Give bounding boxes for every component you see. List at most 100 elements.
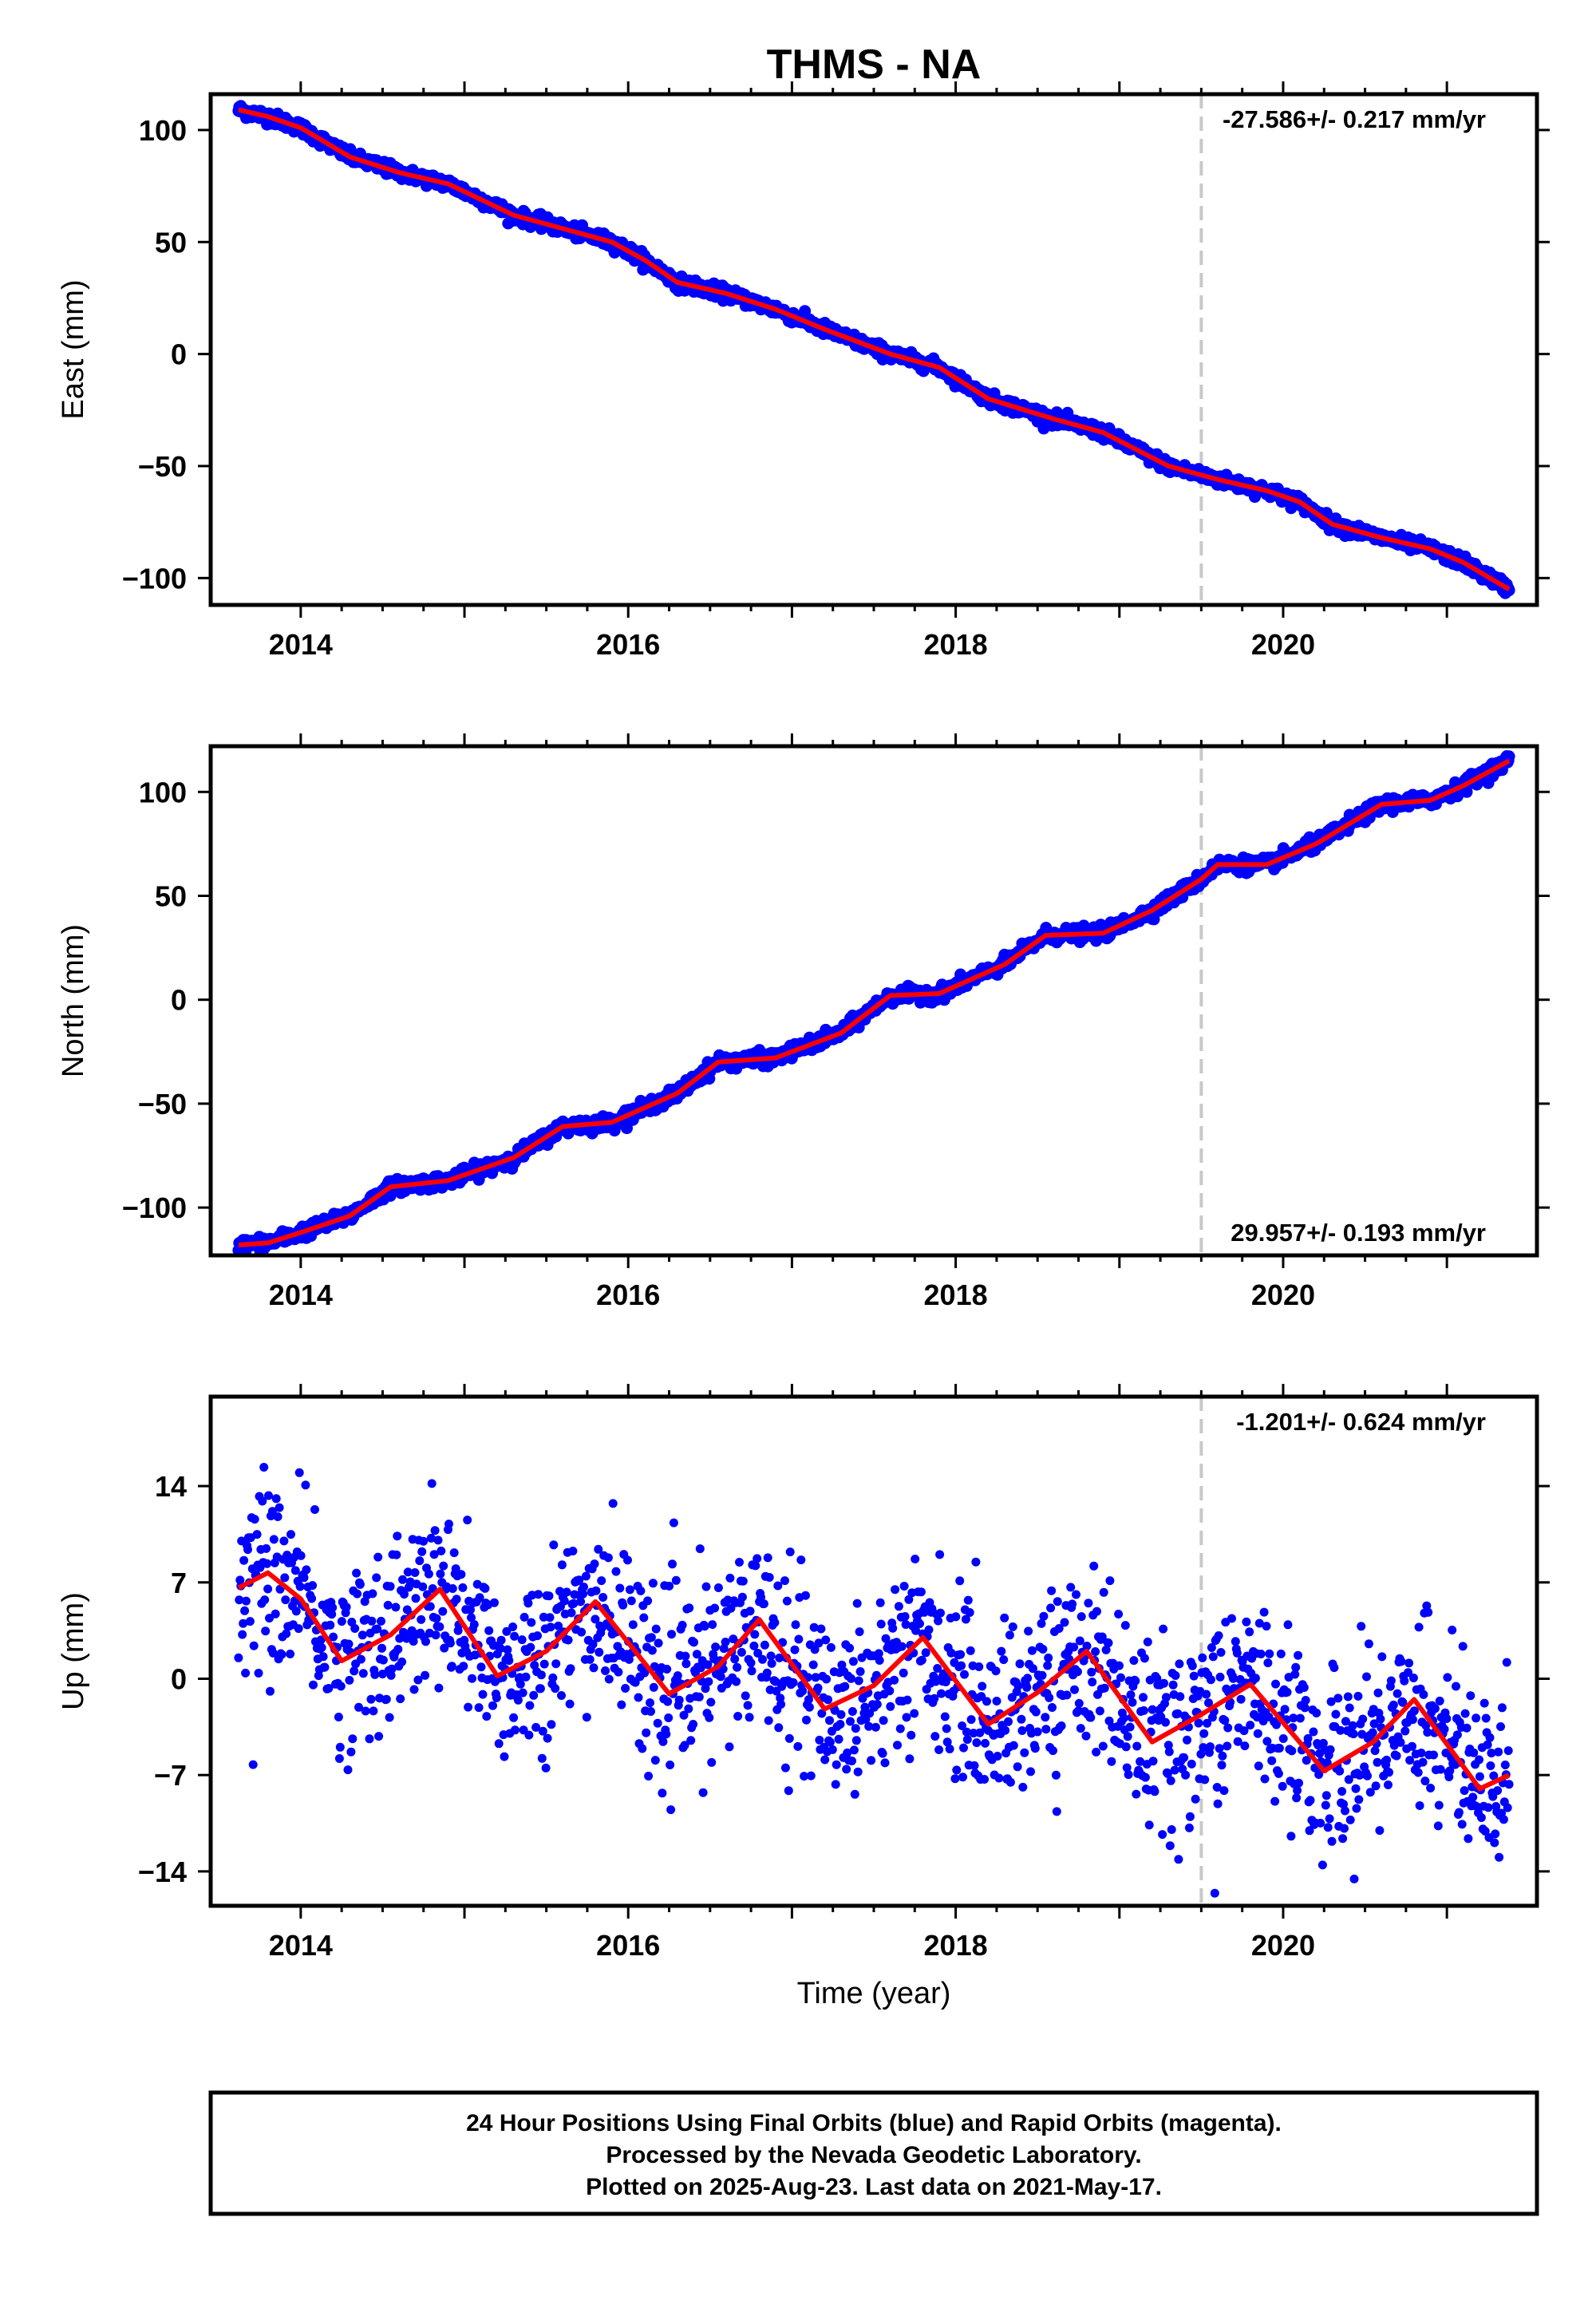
up-point — [335, 1742, 345, 1752]
up-point — [614, 1667, 623, 1677]
up-point — [579, 1589, 587, 1599]
up-point — [935, 1550, 945, 1559]
up-point — [751, 1561, 760, 1571]
up-point — [730, 1654, 740, 1664]
up-point — [625, 1585, 634, 1595]
up-point — [604, 1674, 614, 1684]
up-point — [373, 1552, 383, 1562]
up-point — [513, 1695, 523, 1705]
up-point — [1104, 1638, 1113, 1648]
up-point — [494, 1739, 504, 1749]
up-point — [1398, 1697, 1408, 1707]
up-point — [770, 1618, 780, 1627]
up-point — [269, 1535, 279, 1544]
up-point — [409, 1637, 418, 1646]
up-point — [439, 1561, 448, 1571]
up-point — [951, 1612, 961, 1622]
up-point — [1140, 1773, 1150, 1782]
up-point — [647, 1646, 657, 1655]
up-point — [538, 1726, 547, 1736]
up-point — [603, 1553, 613, 1563]
up-point — [999, 1655, 1009, 1665]
up-point — [872, 1700, 882, 1709]
up-point — [554, 1621, 563, 1630]
up-point — [393, 1531, 402, 1541]
up-point — [1325, 1745, 1335, 1754]
up-point — [334, 1754, 344, 1763]
up-point — [1294, 1650, 1303, 1660]
north-x-tick-label: 2014 — [269, 1279, 333, 1311]
up-point — [721, 1638, 730, 1646]
up-point — [1031, 1707, 1041, 1717]
up-point — [421, 1637, 430, 1646]
up-point — [1246, 1721, 1255, 1730]
up-point — [1173, 1709, 1183, 1718]
up-point — [644, 1772, 654, 1780]
up-point — [459, 1662, 468, 1671]
up-point — [378, 1655, 388, 1665]
up-point — [294, 1624, 303, 1634]
up-points — [234, 1463, 1514, 1898]
up-point — [1218, 1751, 1227, 1761]
up-point — [511, 1725, 519, 1735]
up-point — [662, 1665, 672, 1674]
up-point — [758, 1654, 767, 1664]
east-rate-label: -27.586+/- 0.217 mm/yr — [1223, 105, 1486, 133]
up-point — [710, 1603, 720, 1613]
up-point — [679, 1710, 689, 1720]
up-point — [551, 1659, 561, 1669]
up-point — [496, 1635, 506, 1645]
up-point — [263, 1584, 273, 1594]
up-point — [1362, 1672, 1371, 1682]
up-point — [358, 1630, 367, 1640]
up-point — [1343, 1692, 1353, 1701]
up-point — [264, 1491, 273, 1500]
up-point — [262, 1543, 271, 1553]
up-point — [707, 1757, 717, 1767]
up-point — [1240, 1741, 1250, 1751]
up-point — [1098, 1741, 1108, 1751]
up-point — [1179, 1753, 1189, 1762]
up-point — [1000, 1613, 1009, 1622]
up-point — [960, 1670, 969, 1679]
up-point — [433, 1535, 443, 1545]
up-point — [1088, 1678, 1097, 1687]
up-point — [901, 1620, 911, 1629]
up-point — [1198, 1653, 1207, 1662]
up-point — [936, 1608, 945, 1618]
up-point — [821, 1635, 831, 1645]
up-point — [281, 1595, 290, 1605]
up-point — [897, 1642, 907, 1651]
up-point — [867, 1756, 876, 1765]
up-point — [780, 1763, 790, 1773]
up-point — [559, 1596, 569, 1606]
up-point — [355, 1579, 365, 1589]
up-point — [1239, 1726, 1249, 1736]
up-point — [1037, 1670, 1047, 1680]
up-point — [526, 1642, 535, 1652]
up-point — [503, 1645, 512, 1654]
up-point — [828, 1745, 837, 1754]
up-point — [847, 1674, 855, 1683]
up-point — [282, 1629, 291, 1638]
up-point — [488, 1701, 497, 1710]
up-point — [258, 1496, 267, 1506]
up-point — [475, 1593, 484, 1603]
up-point — [1009, 1741, 1018, 1750]
north-x-tick-label: 2020 — [1251, 1279, 1315, 1311]
up-point — [1272, 1720, 1281, 1729]
up-point — [1185, 1812, 1195, 1821]
up-point — [885, 1686, 895, 1696]
up-point — [1165, 1841, 1175, 1851]
up-point — [430, 1526, 440, 1535]
up-point — [848, 1657, 858, 1666]
up-point — [1033, 1727, 1042, 1737]
up-point — [567, 1608, 576, 1618]
up-point — [902, 1713, 911, 1722]
up-point — [1290, 1670, 1300, 1679]
up-point — [826, 1642, 836, 1652]
up-point — [666, 1805, 676, 1815]
up-point — [1049, 1746, 1057, 1756]
up-point — [1357, 1622, 1366, 1631]
